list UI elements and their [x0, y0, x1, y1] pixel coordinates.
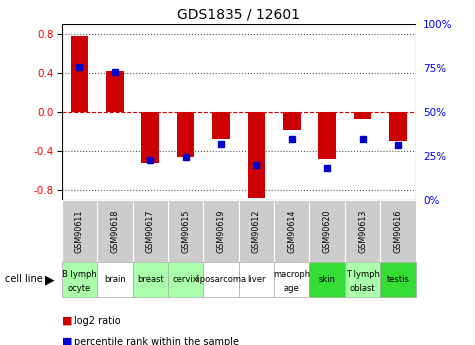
Text: cervix: cervix [173, 275, 199, 284]
Title: GDS1835 / 12601: GDS1835 / 12601 [177, 8, 300, 22]
Text: GSM90616: GSM90616 [393, 209, 402, 253]
Text: GSM90617: GSM90617 [146, 209, 155, 253]
Text: ▶: ▶ [45, 273, 55, 286]
Text: brain: brain [104, 275, 126, 284]
Bar [238, 200, 274, 262]
Bar [62, 262, 97, 297]
Text: macroph: macroph [273, 270, 310, 279]
Text: ■: ■ [62, 316, 72, 326]
Text: cell line: cell line [5, 275, 42, 284]
Bar [177, 112, 194, 157]
Bar [168, 262, 203, 297]
Bar [380, 200, 416, 262]
Bar [283, 112, 301, 130]
Bar [212, 112, 230, 139]
Text: liver: liver [247, 275, 266, 284]
Text: GSM90614: GSM90614 [287, 209, 296, 253]
Text: B lymph: B lymph [62, 270, 97, 279]
Bar [133, 262, 168, 297]
Text: breast: breast [137, 275, 163, 284]
Text: GSM90618: GSM90618 [110, 209, 119, 253]
Bar [203, 200, 238, 262]
Bar [345, 262, 380, 297]
Bar [71, 36, 88, 112]
Text: GSM90619: GSM90619 [217, 209, 226, 253]
Text: GSM90611: GSM90611 [75, 209, 84, 253]
Bar [318, 112, 336, 159]
Text: log2 ratio: log2 ratio [74, 316, 120, 326]
Text: oblast: oblast [350, 284, 375, 293]
Text: GSM90613: GSM90613 [358, 209, 367, 253]
Bar [203, 262, 238, 297]
Bar [380, 262, 416, 297]
Bar [168, 200, 203, 262]
Bar [274, 200, 310, 262]
Bar [345, 200, 380, 262]
Text: liposarcoma: liposarcoma [195, 275, 247, 284]
Bar [142, 112, 159, 163]
Bar [133, 200, 168, 262]
Text: ocyte: ocyte [68, 284, 91, 293]
Bar [62, 200, 97, 262]
Bar [274, 262, 310, 297]
Text: GSM90620: GSM90620 [323, 209, 332, 253]
Text: ■: ■ [62, 337, 72, 345]
Bar [97, 262, 133, 297]
Bar [247, 112, 265, 198]
Bar [354, 112, 371, 119]
Text: GSM90612: GSM90612 [252, 209, 261, 253]
Text: testis: testis [387, 275, 409, 284]
Text: skin: skin [319, 275, 336, 284]
Text: GSM90615: GSM90615 [181, 209, 190, 253]
Bar [310, 262, 345, 297]
Bar [389, 112, 407, 141]
Bar [310, 200, 345, 262]
Text: age: age [284, 284, 300, 293]
Bar [238, 262, 274, 297]
Bar [106, 71, 124, 112]
Text: T lymph: T lymph [346, 270, 380, 279]
Bar [97, 200, 133, 262]
Text: percentile rank within the sample: percentile rank within the sample [74, 337, 238, 345]
